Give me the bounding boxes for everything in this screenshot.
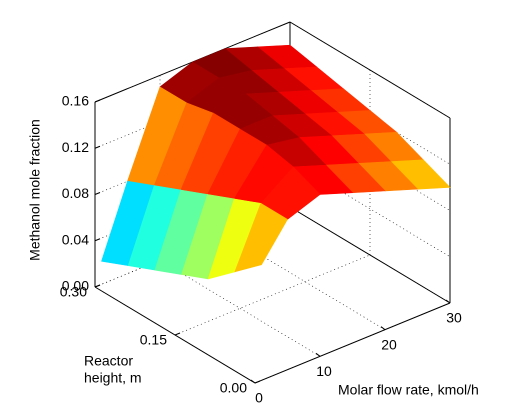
y-tick [94, 284, 101, 288]
x-tick [445, 299, 451, 304]
surface-patch [234, 202, 288, 273]
y-axis-label: height, m [84, 370, 142, 386]
y-tick [174, 332, 181, 336]
y-tick-label: 0.00 [220, 380, 247, 396]
z-tick-label: 0.08 [62, 185, 89, 201]
z-tick [94, 192, 101, 195]
x-tick [380, 326, 386, 331]
y-axis-label: Reactor [84, 353, 133, 369]
x-tick [315, 352, 321, 357]
x-tick-label: 10 [316, 363, 332, 379]
x-tick-label: 30 [446, 310, 462, 326]
z-tick [94, 145, 101, 149]
box-edge [254, 302, 451, 384]
z-tick-label: 0.12 [62, 139, 89, 155]
z-tick-label: 0.00 [62, 278, 89, 294]
z-tick-label: 0.16 [62, 93, 89, 109]
z-tick [94, 238, 101, 242]
y-tick-label: 0.30 [60, 284, 87, 300]
z-axis-label: Methanol mole fraction [27, 119, 43, 261]
y-tick [254, 380, 261, 384]
x-tick [250, 379, 256, 384]
x-tick-label: 0 [255, 390, 263, 406]
z-tick [94, 99, 101, 103]
x-tick-label: 20 [381, 336, 397, 352]
x-axis-label: Molar flow rate, kmol/h [338, 382, 479, 398]
z-tick-label: 0.04 [62, 231, 89, 247]
y-tick-label: 0.15 [140, 332, 167, 348]
